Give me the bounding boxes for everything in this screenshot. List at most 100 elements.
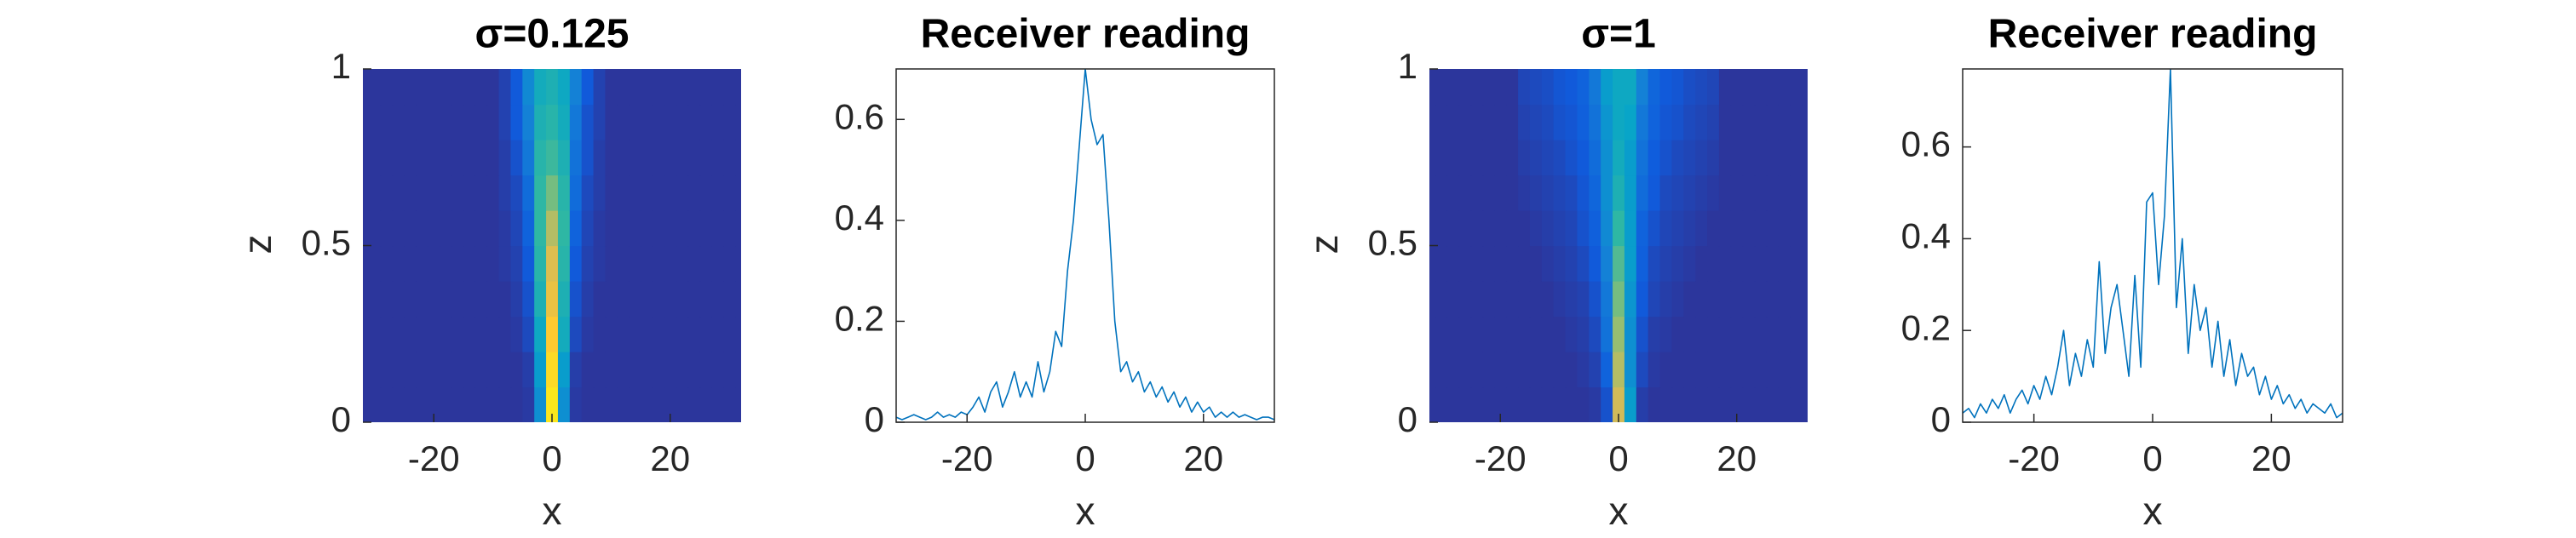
- heat-cell: [676, 210, 689, 247]
- heat-cell: [1506, 352, 1519, 388]
- heat-cell: [581, 386, 595, 422]
- heat-cell: [1518, 386, 1531, 422]
- heat-cell: [1718, 281, 1732, 318]
- heat-cell: [641, 210, 653, 247]
- heat-cell: [629, 210, 641, 247]
- heat-cell: [534, 352, 547, 388]
- heat-cell: [1766, 245, 1779, 282]
- panel: -20 0 20 0 0.2 0.4 0.6 Receiver reading x: [835, 12, 1275, 533]
- heat-cell: [1754, 175, 1768, 211]
- heat-cell: [1683, 104, 1696, 140]
- heat-cell: [735, 104, 741, 140]
- heat-cell: [1636, 69, 1649, 106]
- heat-cell: [1778, 245, 1791, 282]
- heat-cell: [1624, 281, 1637, 318]
- heat-cell: [440, 281, 452, 318]
- heat-cell: [368, 175, 382, 211]
- heat-cell: [1802, 69, 1808, 106]
- heat-cell: [1601, 140, 1613, 176]
- heat-cell: [652, 386, 665, 422]
- heat-cell: [1529, 281, 1543, 318]
- heat-cell: [1446, 245, 1460, 282]
- heat-cell: [1482, 69, 1495, 106]
- heat-cell: [1553, 386, 1567, 422]
- heat-cell: [699, 352, 712, 388]
- heat-cell: [363, 104, 370, 140]
- heat-cell: [687, 104, 701, 140]
- heat-cell: [735, 69, 741, 106]
- heat-cell: [1553, 352, 1567, 388]
- heat-cell: [1529, 245, 1543, 282]
- heat-cell: [1565, 281, 1578, 318]
- heat-cell: [1730, 386, 1744, 422]
- heat-cell: [1742, 140, 1756, 176]
- heat-cell: [569, 104, 583, 140]
- heat-cell: [1429, 69, 1436, 106]
- heat-cell: [1613, 140, 1625, 176]
- heat-cell: [546, 245, 559, 282]
- heat-cell: [1718, 352, 1732, 388]
- heat-cell: [1458, 386, 1472, 422]
- heat-cell: [498, 210, 512, 247]
- heat-cell: [593, 175, 607, 211]
- heat-cell: [1754, 386, 1768, 422]
- heat-cell: [363, 175, 370, 211]
- heat-cell: [1429, 245, 1436, 282]
- heat-cell: [486, 281, 500, 318]
- heat-cell: [676, 386, 689, 422]
- heat-cell: [392, 104, 405, 140]
- heat-cell: [463, 245, 476, 282]
- heat-cell: [404, 210, 417, 247]
- heat-cell: [451, 210, 464, 247]
- heat-cell: [392, 210, 405, 247]
- heat-cell: [463, 316, 476, 352]
- heat-cell: [676, 175, 689, 211]
- x-tick-label: -20: [1475, 438, 1527, 478]
- heat-cell: [735, 210, 741, 247]
- heat-cell: [1458, 245, 1472, 282]
- heat-cell: [1577, 69, 1590, 106]
- heat-cell: [1429, 316, 1436, 352]
- x-tick-label: 20: [1716, 438, 1757, 478]
- heat-cell: [1429, 140, 1436, 176]
- heat-cell: [498, 140, 512, 176]
- heat-cell: [1754, 104, 1768, 140]
- heat-cell: [1718, 175, 1732, 211]
- heat-cell: [380, 175, 394, 211]
- heat-cell: [1718, 316, 1732, 352]
- heat-cell: [363, 140, 370, 176]
- heat-cell: [569, 352, 583, 388]
- heat-cell: [664, 245, 677, 282]
- heat-cell: [557, 316, 571, 352]
- heat-cell: [1695, 352, 1708, 388]
- heat-cell: [711, 386, 724, 422]
- y-tick-label: 0: [1931, 399, 1951, 439]
- heat-cell: [392, 352, 405, 388]
- x-tick-label: 0: [542, 438, 561, 478]
- heat-cell: [1506, 69, 1519, 106]
- heat-cell: [1529, 352, 1543, 388]
- heat-cell: [723, 386, 736, 422]
- heat-cell: [463, 69, 476, 106]
- heat-cell: [368, 210, 382, 247]
- heat-cell: [1802, 245, 1808, 282]
- heat-cell: [510, 352, 523, 388]
- heat-cell: [629, 352, 641, 388]
- heat-cell: [652, 140, 665, 176]
- heat-cell: [474, 352, 488, 388]
- heat-cell: [404, 245, 417, 282]
- heat-cell: [1613, 352, 1625, 388]
- heat-cell: [1435, 140, 1448, 176]
- heat-cell: [428, 104, 440, 140]
- heat-cell: [463, 175, 476, 211]
- heat-cell: [1695, 69, 1708, 106]
- heat-cell: [1671, 210, 1684, 247]
- heat-cell: [1589, 210, 1601, 247]
- heat-cell: [1659, 140, 1673, 176]
- heat-cell: [1730, 104, 1744, 140]
- heat-cell: [380, 281, 394, 318]
- heat-cell: [1730, 175, 1744, 211]
- heat-cell: [687, 352, 701, 388]
- heat-cell: [363, 210, 370, 247]
- heat-cell: [440, 104, 452, 140]
